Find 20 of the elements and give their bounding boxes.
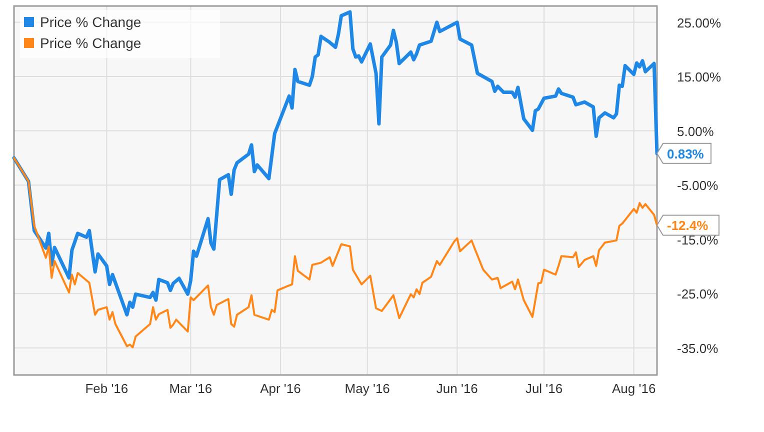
line-series [12,10,659,317]
y-tick-label: -15.0% [677,232,719,248]
y-tick-label: 15.00% [677,70,722,85]
y-tick-label: -35.0% [677,340,719,356]
line-series [13,156,658,348]
x-tick-label: Apr '16 [260,381,301,396]
y-tick-label: 5.00% [677,124,714,139]
y-tick-label: 25.00% [677,15,722,30]
legend-label: Price % Change [40,14,142,30]
x-tick-label: May '16 [344,381,390,396]
legend-label: Price % Change [40,35,142,51]
x-tick-label: Feb '16 [85,381,128,396]
x-tick-label: Jun '16 [436,381,478,396]
y-tick-label: -25.0% [677,286,719,302]
x-tick-label: Aug '16 [612,381,656,396]
x-tick-label: Mar '16 [169,381,212,396]
y-tick-label: -5.00% [677,178,719,194]
annotation: 0.83% [667,146,704,162]
x-tick-label: Jul '16 [525,381,563,396]
annotation: -12.4% [667,218,709,234]
